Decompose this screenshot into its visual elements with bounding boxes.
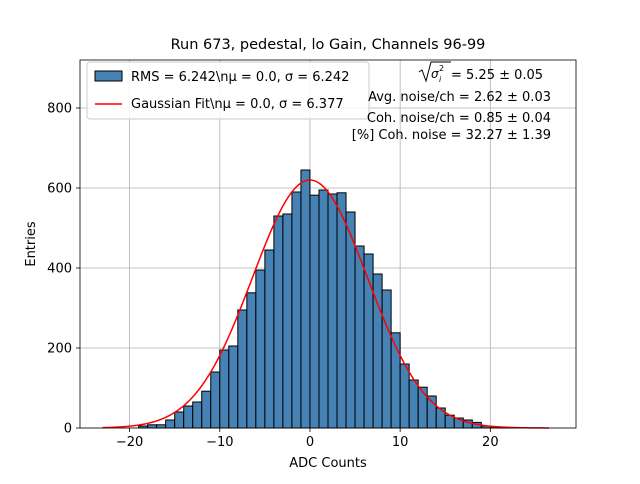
histogram-bar <box>256 270 265 428</box>
histogram-bar <box>382 290 391 428</box>
histogram-bar <box>202 391 211 428</box>
legend-entry-histogram: RMS = 6.242\nμ = 0.0, σ = 6.242 <box>131 70 349 85</box>
y-tick-label: 600 <box>47 182 72 197</box>
histogram-bar <box>310 195 319 428</box>
y-tick-label: 800 <box>47 102 72 117</box>
annotation-avg-noise: Avg. noise/ch = 2.62 ± 0.03 <box>368 90 551 105</box>
legend-entry-fit: Gaussian Fit\nμ = 0.0, σ = 6.377 <box>131 97 344 112</box>
x-tick-label: 20 <box>482 435 499 450</box>
annotation-coh-noise-percent: [%] Coh. noise = 32.27 ± 1.39 <box>352 128 551 143</box>
histogram-bar <box>193 402 202 428</box>
histogram-bar <box>229 346 238 428</box>
histogram-bar <box>238 310 247 428</box>
histogram-bar <box>148 425 157 428</box>
x-tick-label: 10 <box>392 435 409 450</box>
svg-text:2: 2 <box>439 64 444 73</box>
annotation-coh-noise: Coh. noise/ch = 0.85 ± 0.04 <box>367 111 551 126</box>
histogram-bar <box>319 190 328 428</box>
histogram-bar <box>247 293 256 428</box>
annotation-rms-sum: = 5.25 ± 0.05 <box>451 68 543 83</box>
svg-text:σ: σ <box>431 67 439 81</box>
histogram-bar <box>292 192 301 428</box>
x-tick-label: −10 <box>206 435 233 450</box>
y-tick-label: 400 <box>47 262 72 277</box>
histogram-bar <box>184 406 193 428</box>
y-tick-label: 200 <box>47 342 72 357</box>
y-tick-label: 0 <box>64 422 72 437</box>
histogram-bar <box>166 420 175 428</box>
histogram-bar <box>220 350 229 428</box>
x-tick-label: −20 <box>116 435 143 450</box>
histogram-bar <box>400 364 409 428</box>
histogram-bar <box>337 193 346 428</box>
histogram-bar <box>346 212 355 428</box>
chart-title: Run 673, pedestal, lo Gain, Channels 96-… <box>171 37 486 53</box>
histogram-bar <box>274 216 283 428</box>
histogram-bar <box>265 250 274 428</box>
histogram-bar <box>301 170 310 428</box>
histogram-bar <box>157 425 166 428</box>
histogram-bar <box>418 387 427 428</box>
histogram-bar <box>211 372 220 428</box>
legend: RMS = 6.242\nμ = 0.0, σ = 6.242 Gaussian… <box>87 62 369 119</box>
histogram-bar <box>355 246 364 428</box>
histogram-bar <box>283 214 292 428</box>
histogram-bar <box>175 412 184 428</box>
histogram-bar <box>409 380 418 428</box>
legend-swatch-histogram <box>95 71 122 81</box>
x-tick-label: 0 <box>306 435 314 450</box>
y-axis-label: Entries <box>24 221 39 267</box>
x-axis-label: ADC Counts <box>289 456 367 471</box>
histogram-bar <box>328 194 337 428</box>
